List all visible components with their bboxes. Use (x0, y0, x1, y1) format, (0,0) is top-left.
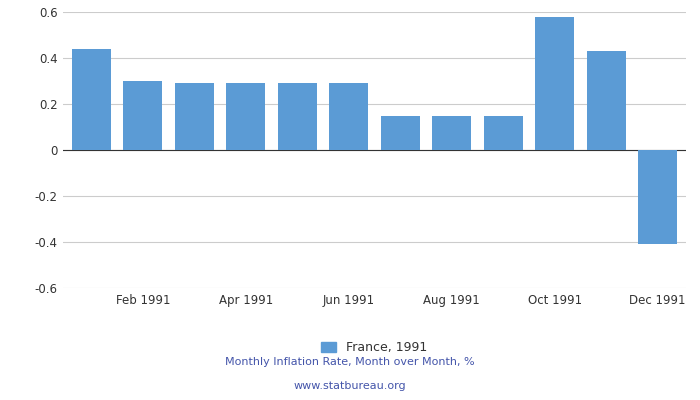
Bar (536, 17, 574, 150)
Bar (484, 116, 522, 150)
Legend: France, 1991: France, 1991 (316, 336, 433, 359)
Bar (278, 83, 316, 150)
Bar (381, 116, 419, 150)
Bar (638, 150, 677, 244)
Text: Monthly Inflation Rate, Month over Month, %: Monthly Inflation Rate, Month over Month… (225, 357, 475, 367)
Bar (227, 83, 265, 150)
Bar (330, 83, 368, 150)
Text: www.statbureau.org: www.statbureau.org (294, 381, 406, 391)
Bar (72, 49, 111, 150)
Bar (175, 83, 214, 150)
Bar (433, 116, 471, 150)
Bar (123, 81, 162, 150)
Bar (587, 51, 626, 150)
